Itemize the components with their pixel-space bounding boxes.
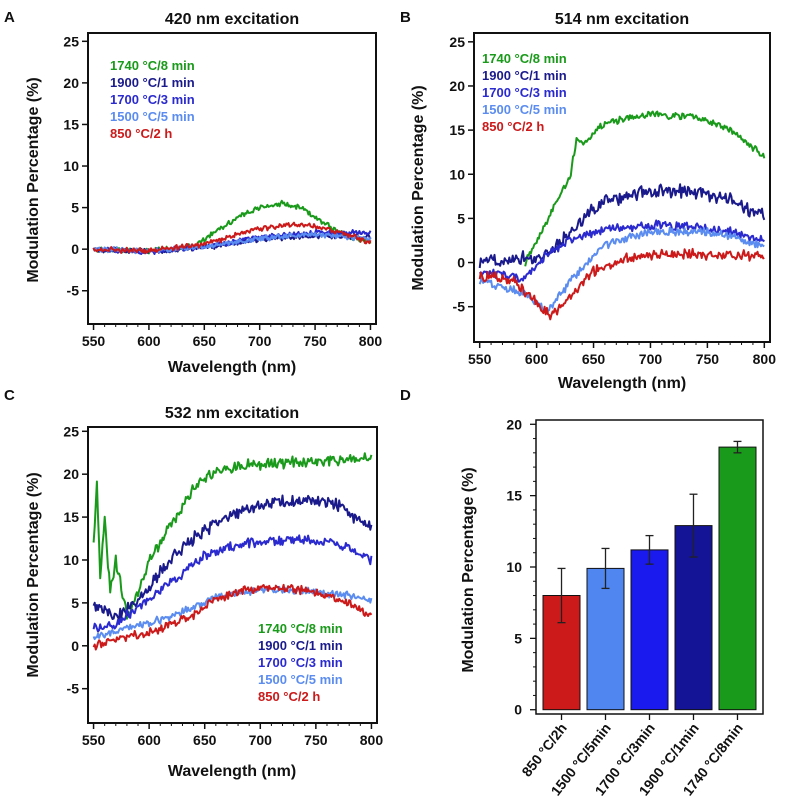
y-tick-label: 15	[63, 509, 79, 525]
panel-label-d: D	[400, 387, 411, 404]
y-tick-label: 15	[506, 488, 522, 504]
y-tick-label: -5	[67, 283, 80, 299]
legend-entry-1500-c-5-min: 1500 °C/5 min	[258, 672, 343, 687]
bar-1500-c-5min	[586, 567, 625, 711]
y-tick-label: 0	[457, 255, 465, 271]
y-tick-label: 25	[63, 33, 79, 49]
legend-entry-1700-c-3-min: 1700 °C/3 min	[258, 655, 343, 670]
series-line-1500-c-5-min	[478, 226, 765, 314]
legend-entry-1900-c-1-min: 1900 °C/1 min	[258, 638, 343, 653]
legend-entry-1500-c-5-min: 1500 °C/5 min	[482, 102, 567, 117]
series-line-850-c-2-h	[92, 583, 373, 651]
bar-1700-c-3min	[630, 549, 669, 711]
legend-entry-1500-c-5-min: 1500 °C/5 min	[110, 109, 195, 124]
y-tick-label: 10	[449, 166, 465, 182]
legend-entry-1700-c-3-min: 1700 °C/3 min	[110, 92, 195, 107]
chart-title: 420 nm excitation	[165, 11, 299, 28]
panel-label-b: B	[400, 9, 411, 26]
chart-panel-c: 532 nm excitation 1740 °C/8 min 1900 °C/1…	[25, 405, 383, 780]
x-tick-label: 800	[359, 333, 383, 349]
legend-entry-1900-c-1-min: 1900 °C/1 min	[110, 75, 195, 90]
x-tick-label: 550	[82, 732, 106, 748]
legend-entry-850-c-2-h: 850 °C/2 h	[482, 119, 544, 134]
chart-panel-a: 420 nm excitation 1740 °C/8 min 1900 °C/1…	[25, 11, 382, 376]
series-line-1900-c-1-min	[92, 494, 373, 621]
legend-entry-850-c-2-h: 850 °C/2 h	[110, 126, 172, 141]
y-tick-label: 20	[63, 75, 79, 91]
x-tick-label: 600	[137, 732, 161, 748]
legend-entry-1740-c-8-min: 1740 °C/8 min	[258, 621, 343, 636]
chart-panel-b: 514 nm excitation 1740 °C/8 min 1900 °C/1…	[410, 11, 776, 392]
x-tick-label: 600	[525, 351, 549, 367]
x-tick-label: 800	[360, 732, 384, 748]
x-tick-label: 700	[248, 333, 272, 349]
plot-frame	[473, 32, 771, 343]
y-tick-label: 0	[514, 702, 522, 718]
panel-label-c: C	[4, 387, 15, 404]
y-tick-label: 0	[71, 241, 79, 257]
x-tick-label: 550	[468, 351, 492, 367]
x-tick-label: 650	[582, 351, 606, 367]
y-axis-label: Modulation Percentage (%)	[410, 85, 427, 290]
y-tick-label: 20	[449, 78, 465, 94]
y-tick-label: 15	[449, 122, 465, 138]
y-tick-label: 5	[457, 210, 465, 226]
bar-1740-c-8min	[718, 446, 757, 711]
chart-title: 532 nm excitation	[165, 405, 299, 422]
x-tick-label: 600	[137, 333, 161, 349]
plot-frame	[87, 426, 378, 724]
series-line-850-c-2-h	[478, 247, 765, 321]
plot-frame	[535, 419, 764, 715]
x-tick-label: 750	[303, 333, 327, 349]
x-axis-label: Wavelength (nm)	[168, 359, 296, 376]
series-line-850-c-2-h	[92, 221, 372, 255]
legend-entry-850-c-2-h: 850 °C/2 h	[258, 689, 320, 704]
legend-entry-1740-c-8-min: 1740 °C/8 min	[482, 51, 567, 66]
x-axis-label: Wavelength (nm)	[558, 375, 686, 392]
y-tick-label: -5	[67, 681, 80, 697]
x-tick-label: 650	[193, 732, 217, 748]
y-tick-label: 0	[71, 638, 79, 654]
y-tick-label: 20	[506, 416, 522, 432]
y-axis-label: Modulation Percentage (%)	[460, 467, 477, 672]
series-line-1740-c-8-min	[524, 110, 766, 267]
x-tick-label: 700	[639, 351, 663, 367]
y-axis-label: Modulation Percentage (%)	[25, 472, 42, 677]
y-tick-label: 5	[71, 595, 79, 611]
x-tick-label: 550	[82, 333, 106, 349]
plot-frame	[87, 32, 377, 325]
x-tick-label: 750	[696, 351, 720, 367]
y-tick-label: -5	[453, 299, 466, 315]
y-axis-label: Modulation Percentage (%)	[25, 77, 42, 282]
series-line-1700-c-3-min	[92, 534, 373, 633]
y-tick-label: 10	[63, 158, 79, 174]
x-tick-label: 700	[249, 732, 273, 748]
chart-title: 514 nm excitation	[555, 11, 689, 28]
x-tick-label: 750	[304, 732, 328, 748]
series-line-1900-c-1-min	[478, 183, 766, 269]
y-tick-label: 25	[449, 34, 465, 50]
y-tick-label: 20	[63, 466, 79, 482]
x-axis-label: Wavelength (nm)	[168, 763, 296, 780]
panel-label-a: A	[4, 9, 15, 26]
series-line-1740-c-8-min	[92, 452, 373, 620]
legend-entry-1900-c-1-min: 1900 °C/1 min	[482, 68, 567, 83]
y-tick-label: 10	[506, 559, 522, 575]
x-tick-label: 800	[753, 351, 777, 367]
y-tick-label: 10	[63, 552, 79, 568]
y-tick-label: 5	[71, 200, 79, 216]
legend-entry-1700-c-3-min: 1700 °C/3 min	[482, 85, 567, 100]
y-tick-label: 5	[514, 630, 522, 646]
x-tick-label: 650	[193, 333, 217, 349]
legend-entry-1740-c-8-min: 1740 °C/8 min	[110, 58, 195, 73]
y-tick-label: 25	[63, 423, 79, 439]
y-tick-label: 15	[63, 116, 79, 132]
